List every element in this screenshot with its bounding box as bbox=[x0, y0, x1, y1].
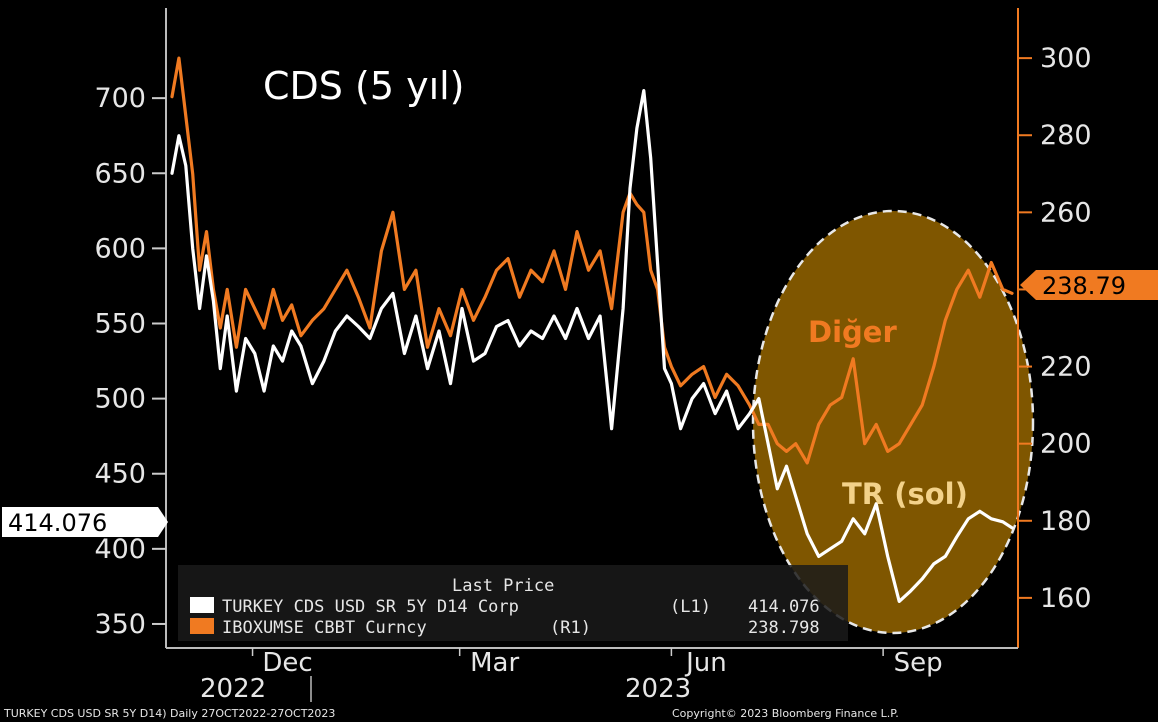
x-tick-label: Mar bbox=[470, 648, 519, 678]
left-tick-label: 550 bbox=[94, 308, 146, 339]
last-value-left-text: 414.076 bbox=[8, 509, 107, 537]
legend-series2-value: 238.798 bbox=[748, 618, 820, 638]
series-line-other bbox=[170, 56, 1014, 465]
annotation-tr: TR (sol) bbox=[842, 477, 968, 511]
legend-box bbox=[178, 565, 848, 641]
left-tick-label: 500 bbox=[94, 384, 146, 415]
left-tick-label: 700 bbox=[94, 83, 146, 114]
legend: Last Price TURKEY CDS USD SR 5Y D14 Corp… bbox=[178, 565, 848, 641]
legend-header: Last Price bbox=[452, 576, 554, 596]
annotation-other: Diğer bbox=[808, 315, 897, 349]
legend-series2-axis: (R1) bbox=[550, 618, 591, 638]
year-label-2022: 2022 bbox=[200, 674, 266, 704]
x-tick-label: Sep bbox=[894, 648, 943, 678]
left-tick-label: 400 bbox=[94, 534, 146, 565]
left-axis-ticks: 350 400 450 500 550 600 650 700 bbox=[94, 83, 166, 640]
legend-swatch-other bbox=[190, 618, 214, 634]
legend-series1-value: 414.076 bbox=[748, 597, 820, 617]
legend-series2-name: IBOXUMSE CBBT Curncy bbox=[222, 618, 427, 638]
left-tick-label: 350 bbox=[94, 609, 146, 640]
last-value-label-left: 414.076 bbox=[2, 507, 168, 537]
right-tick-label: 260 bbox=[1040, 197, 1092, 228]
last-value-label-right: 238.79 bbox=[1020, 270, 1158, 300]
chart-title: CDS (5 yıl) bbox=[263, 64, 465, 108]
right-tick-label: 220 bbox=[1040, 352, 1092, 383]
year-label-2023: 2023 bbox=[625, 674, 691, 704]
last-value-right-text: 238.79 bbox=[1042, 272, 1126, 300]
x-tick-label: Dec bbox=[262, 648, 312, 678]
footer-right: Copyright© 2023 Bloomberg Finance L.P. bbox=[672, 707, 899, 720]
legend-series1-name: TURKEY CDS USD SR 5Y D14 Corp bbox=[222, 597, 519, 617]
right-tick-label: 280 bbox=[1040, 120, 1092, 151]
x-tick-label: Jun bbox=[684, 648, 727, 678]
right-tick-label: 300 bbox=[1040, 43, 1092, 74]
legend-series1-axis: (L1) bbox=[670, 597, 711, 617]
footer-left: TURKEY CDS USD SR 5Y D14) Daily 27OCT202… bbox=[3, 707, 335, 720]
left-tick-label: 600 bbox=[94, 233, 146, 264]
series-layer bbox=[170, 56, 1014, 604]
legend-swatch-tr bbox=[190, 597, 214, 613]
right-tick-label: 180 bbox=[1040, 506, 1092, 537]
left-tick-label: 650 bbox=[94, 158, 146, 189]
right-tick-label: 200 bbox=[1040, 429, 1092, 460]
x-axis-ticks: Dec Mar Jun Sep bbox=[251, 648, 943, 678]
right-tick-label: 160 bbox=[1040, 583, 1092, 614]
series-line-tr-cds bbox=[170, 88, 1014, 604]
left-tick-label: 450 bbox=[94, 459, 146, 490]
